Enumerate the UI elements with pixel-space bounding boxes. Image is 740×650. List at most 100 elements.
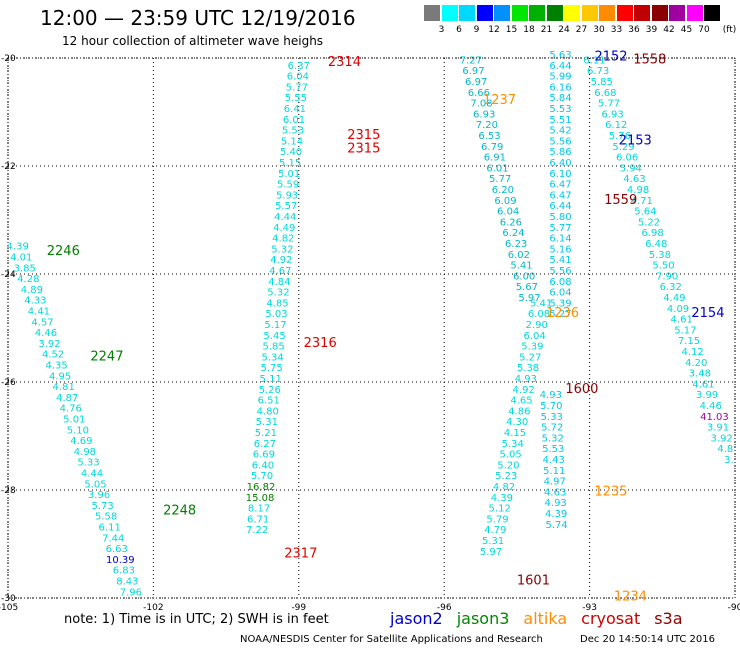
- wave-height-value: 5.38: [649, 250, 671, 261]
- wave-height-value: 5.53: [282, 126, 304, 137]
- wave-height-value: 6.23: [505, 239, 527, 250]
- color-scale-swatch: [651, 5, 668, 21]
- pass-label: 1601: [517, 574, 550, 589]
- color-scale-swatch: [511, 5, 528, 21]
- color-scale-swatch: [424, 5, 440, 21]
- wave-height-value: 5.93: [276, 190, 298, 201]
- wave-height-value: 5.05: [499, 450, 521, 461]
- wave-height-value: 5.31: [256, 417, 278, 428]
- pass-label: 1234: [614, 590, 647, 605]
- wave-height-value: 4.49: [273, 223, 295, 234]
- wave-height-value: 5.40: [280, 147, 302, 158]
- wave-height-value: 5.56: [549, 136, 571, 147]
- wave-height-value: 6.97: [465, 77, 487, 88]
- color-scale-label: 3: [438, 25, 445, 35]
- wave-height-value: 5.01: [278, 169, 300, 180]
- wave-height-value: 5.70: [251, 471, 273, 482]
- wave-height-value: 4.8: [717, 444, 733, 455]
- wave-height-value: 5.33: [77, 458, 99, 469]
- satellite-legend: jason2 jason3 altika cryosat s3a: [390, 609, 697, 628]
- wave-height-value: 5.27: [549, 309, 571, 320]
- color-scale-swatch: [599, 5, 615, 21]
- color-scale-swatch: [686, 5, 703, 21]
- wave-height-value: 6.08: [549, 277, 571, 288]
- wave-height-value: 4.01: [10, 253, 32, 264]
- wave-height-value: 5.39: [549, 298, 571, 309]
- wave-height-value: 5.33: [541, 412, 563, 423]
- wave-height-value: 4.20: [685, 358, 707, 369]
- wave-height-value: 5.77: [598, 99, 620, 110]
- wave-height-value: 8.17: [248, 504, 270, 515]
- color-scale-label: 27: [575, 25, 588, 35]
- legend-s3a: s3a: [654, 609, 683, 628]
- wave-height-value: 4.12: [681, 347, 703, 358]
- wave-height-value: 3.48: [689, 369, 711, 380]
- wave-height-value: 4.49: [663, 293, 685, 304]
- color-scale-label: 30: [593, 25, 605, 35]
- wave-height-value: 5.86: [549, 147, 571, 158]
- wave-height-value: 5.27: [519, 352, 541, 363]
- wave-height-value: 6.24: [502, 228, 524, 239]
- wave-height-value: 4.89: [21, 285, 43, 296]
- pass-label: 1559: [604, 193, 637, 208]
- units-note: note: 1) Time is in UTC; 2) SWH is in fe…: [64, 612, 329, 627]
- wave-height-value: 6.26: [500, 217, 522, 228]
- wave-height-value: 5.42: [549, 126, 571, 137]
- wave-height-value: 5.77: [286, 82, 308, 93]
- page-title: 12:00 — 23:59 UTC 12/19/2016: [40, 6, 356, 30]
- color-scale-label: 39: [645, 25, 658, 35]
- wave-height-value: 5.22: [638, 217, 660, 228]
- wave-height-value: 4.61: [671, 315, 693, 326]
- wave-height-value: 5.34: [261, 352, 283, 363]
- wave-height-value: 4.76: [60, 404, 82, 415]
- wave-height-value: 6.47: [549, 180, 571, 191]
- wave-height-value: 4.93: [515, 374, 537, 385]
- wave-height-value: 5.29: [612, 142, 634, 153]
- wave-height-value: 4.87: [56, 393, 78, 404]
- wave-height-value: 7.90: [656, 271, 678, 282]
- wave-height-value: 6.27: [254, 439, 276, 450]
- wave-height-value: 5.01: [63, 415, 85, 426]
- longitude-tick-label: -90: [728, 603, 740, 613]
- wave-height-value: 4.85: [266, 298, 288, 309]
- wave-height-value: 6.04: [287, 72, 309, 83]
- wave-height-value: 5.11: [543, 466, 565, 477]
- wave-height-value: 4.93: [545, 498, 567, 509]
- wave-height-value: 5.64: [634, 207, 656, 218]
- wave-height-value: 4.71: [631, 196, 653, 207]
- color-scale-swatch: [441, 5, 458, 21]
- wave-height-value: 6.20: [492, 185, 514, 196]
- wave-height-value: 4.67: [269, 266, 291, 277]
- wave-height-value: 5.97: [480, 547, 502, 558]
- wave-height-value: 6.44: [549, 201, 571, 212]
- wave-height-value: 5.17: [264, 320, 286, 331]
- wave-height-value: 6.09: [494, 196, 516, 207]
- wave-height-value: 6.04: [497, 207, 519, 218]
- wave-height-value: 5.32: [267, 288, 289, 299]
- latitude-tick-label: -30: [1, 594, 16, 604]
- wave-height-value: 5.10: [67, 425, 89, 436]
- wave-height-value: 3.92: [38, 339, 60, 350]
- generated-timestamp: Dec 20 14:50:14 UTC 2016: [580, 634, 715, 645]
- wave-height-value: 6.10: [549, 169, 571, 180]
- pass-label: 1236: [546, 306, 579, 321]
- wave-height-value: 5.14: [281, 136, 303, 147]
- wave-height-value: 6.16: [549, 82, 571, 93]
- wave-height-value: 4.09: [667, 304, 689, 315]
- wave-height-value: 6.69: [253, 450, 275, 461]
- wave-height-value: 3.85: [14, 263, 36, 274]
- wave-height-value: 5.39: [521, 342, 543, 353]
- color-scale-swatch: [616, 5, 633, 21]
- wave-height-value: 5.03: [265, 309, 287, 320]
- wave-height-value: 5.20: [497, 460, 519, 471]
- color-scale-label: 36: [628, 25, 640, 35]
- wave-height-value: 4.69: [70, 436, 92, 447]
- credit-line: NOAA/NESDIS Center for Satellite Applica…: [240, 634, 543, 645]
- wave-height-value: 6.98: [641, 228, 663, 239]
- wave-height-value: 6.71: [247, 514, 269, 525]
- wave-height-value: 6.08: [528, 309, 550, 320]
- wave-height-value: 5.23: [495, 471, 517, 482]
- longitude-tick-label: -96: [437, 603, 452, 613]
- color-scale-swatch: [581, 5, 598, 21]
